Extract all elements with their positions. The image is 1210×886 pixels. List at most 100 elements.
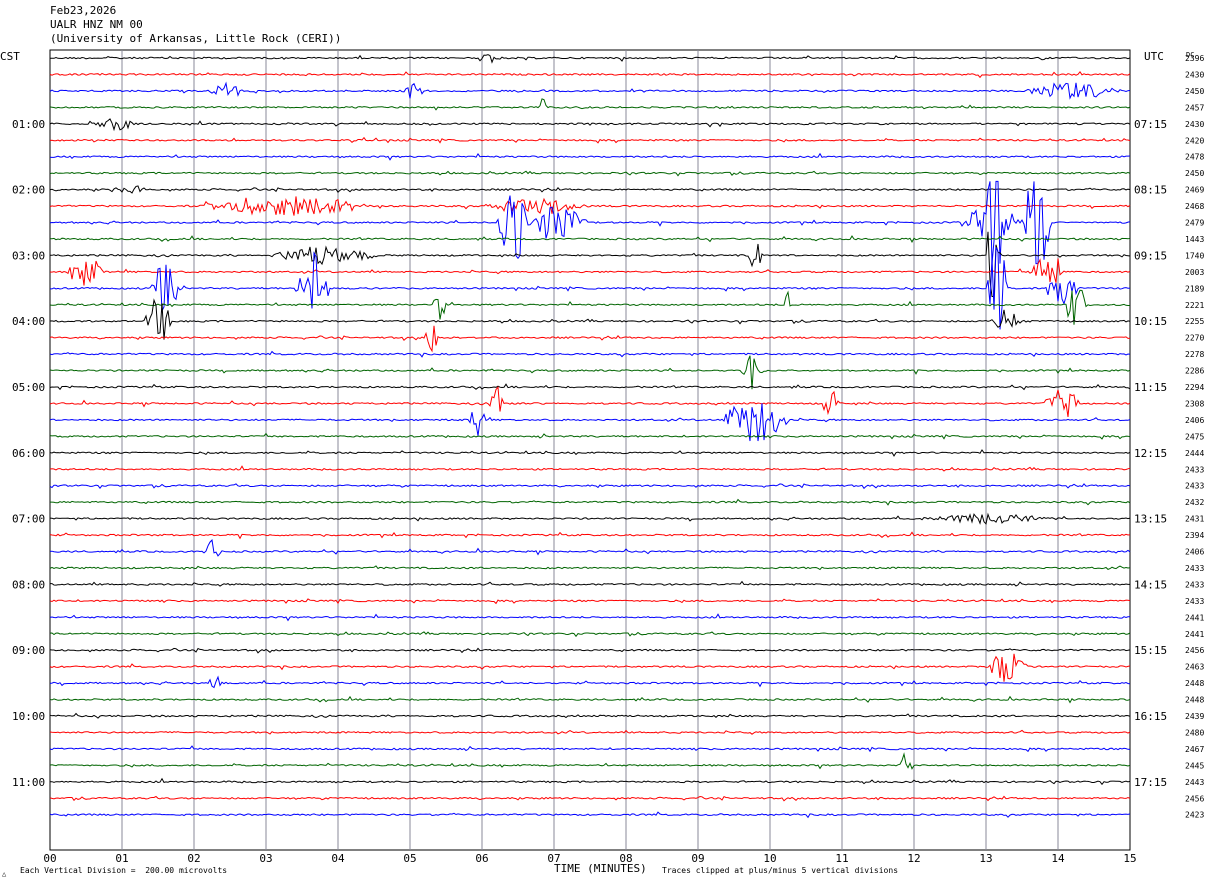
dc-value-label: 2445	[1185, 761, 1204, 770]
dc-value-label: 2431	[1185, 515, 1204, 524]
dc-value-label: 2286	[1185, 367, 1204, 376]
clip-note: Traces clipped at plus/minus 5 vertical …	[662, 866, 899, 875]
trace-line	[49, 98, 1131, 111]
trace-line	[49, 235, 1131, 243]
trace-line	[49, 565, 1131, 571]
date-label: Feb23,2026	[50, 4, 117, 17]
cst-hour-label: 11:00	[12, 776, 45, 789]
trace-line	[49, 712, 1131, 719]
trace-line	[49, 613, 1131, 622]
cst-hour-label: 03:00	[12, 249, 45, 262]
trace-line	[49, 752, 1131, 770]
dc-value-label: 2430	[1185, 120, 1204, 129]
dc-value-label: 1443	[1185, 235, 1204, 244]
trace-line	[49, 170, 1131, 177]
dc-value-label: 2448	[1185, 679, 1204, 688]
logo-icon: △	[2, 870, 7, 878]
trace-line	[49, 152, 1131, 161]
x-tick-label: 08	[619, 852, 632, 865]
x-tick-label: 11	[835, 852, 848, 865]
utc-hour-label: 09:15	[1134, 249, 1167, 262]
x-tick-label: 01	[115, 852, 128, 865]
x-tick-label: 15	[1123, 852, 1136, 865]
trace-line	[49, 465, 1131, 472]
dc-value-label: 2443	[1185, 778, 1204, 787]
dc-value-label: 2441	[1185, 613, 1204, 622]
dc-label: DC	[1186, 51, 1194, 59]
trace-line	[49, 531, 1131, 540]
cst-hour-label: 10:00	[12, 710, 45, 723]
utc-hour-label: 11:15	[1134, 381, 1167, 394]
dc-value-label: 2479	[1185, 219, 1204, 228]
dc-value-label: 2457	[1185, 103, 1204, 112]
dc-value-label: 2255	[1185, 317, 1204, 326]
cst-hour-label: 04:00	[12, 315, 45, 328]
dc-value-label: 2444	[1185, 449, 1204, 458]
trace-line	[50, 54, 1131, 64]
dc-value-label: 2406	[1185, 548, 1204, 557]
utc-hour-label: 17:15	[1134, 776, 1167, 789]
dc-value-label: 2433	[1185, 597, 1204, 606]
dc-value-label: 2406	[1185, 416, 1204, 425]
trace-line	[49, 355, 1131, 390]
trace-line	[50, 246, 1131, 330]
trace-line	[49, 81, 1131, 100]
x-tick-label: 04	[331, 852, 345, 865]
dc-value-label: 2423	[1185, 811, 1204, 820]
cst-hour-label: 05:00	[12, 381, 45, 394]
dc-value-label: 2448	[1185, 696, 1204, 705]
trace-line	[49, 512, 1131, 525]
trace-line	[49, 325, 1131, 353]
trace-line	[49, 745, 1131, 753]
dc-value-label: 2003	[1185, 268, 1204, 277]
station-label: UALR HNZ NM 00	[50, 18, 143, 31]
dc-value-label: 2463	[1185, 663, 1204, 672]
cst-hour-label: 09:00	[12, 644, 45, 657]
trace-line	[50, 580, 1130, 587]
utc-hour-label: 07:15	[1134, 118, 1167, 131]
cst-hour-label: 06:00	[12, 447, 45, 460]
dc-value-label: 2450	[1185, 169, 1204, 178]
x-tick-label: 03	[259, 852, 272, 865]
scale-note: Each Vertical Division = 200.00 microvol…	[20, 866, 228, 875]
trace-line	[49, 483, 1131, 490]
utc-hour-label: 13:15	[1134, 513, 1167, 526]
dc-value-label: 2432	[1185, 498, 1204, 507]
x-tick-label: 05	[403, 852, 416, 865]
dc-value-label: 2441	[1185, 630, 1204, 639]
dc-value-label: 2189	[1185, 284, 1204, 293]
plot-frame	[49, 49, 1131, 851]
dc-value-label: 2456	[1185, 794, 1204, 803]
trace-line	[49, 258, 1131, 286]
trace-line	[49, 196, 1131, 216]
dc-value-label: 2468	[1185, 202, 1204, 211]
x-tick-label: 07	[547, 852, 560, 865]
dc-value-label: 2433	[1185, 580, 1204, 589]
dc-value-label: 2294	[1185, 383, 1204, 392]
dc-value-label: 2430	[1185, 70, 1204, 79]
trace-line	[49, 403, 1131, 442]
dc-value-label: 1740	[1185, 251, 1204, 260]
trace-line	[49, 695, 1131, 704]
trace-line	[49, 647, 1131, 654]
dc-value-label: 2475	[1185, 432, 1204, 441]
dc-value-label: 2221	[1185, 301, 1204, 310]
trace-line	[50, 231, 1131, 297]
trace-line	[49, 449, 1131, 457]
trace-line	[49, 653, 1131, 682]
dc-value-label: 2433	[1185, 482, 1204, 491]
x-tick-label: 10	[763, 852, 776, 865]
dc-value-label: 2467	[1185, 745, 1204, 754]
x-tick-label: 12	[907, 852, 920, 865]
trace-line	[49, 383, 1131, 391]
trace-line	[49, 729, 1131, 735]
trace-line	[50, 777, 1131, 786]
trace-line	[49, 70, 1131, 79]
cst-hour-label: 07:00	[12, 513, 45, 526]
cst-hour-label: 08:00	[12, 578, 45, 591]
utc-hour-label: 10:15	[1134, 315, 1167, 328]
institution-label: (University of Arkansas, Little Rock (CE…	[50, 32, 342, 45]
x-tick-label: 14	[1051, 852, 1065, 865]
x-axis-label: TIME (MINUTES)	[554, 862, 647, 875]
